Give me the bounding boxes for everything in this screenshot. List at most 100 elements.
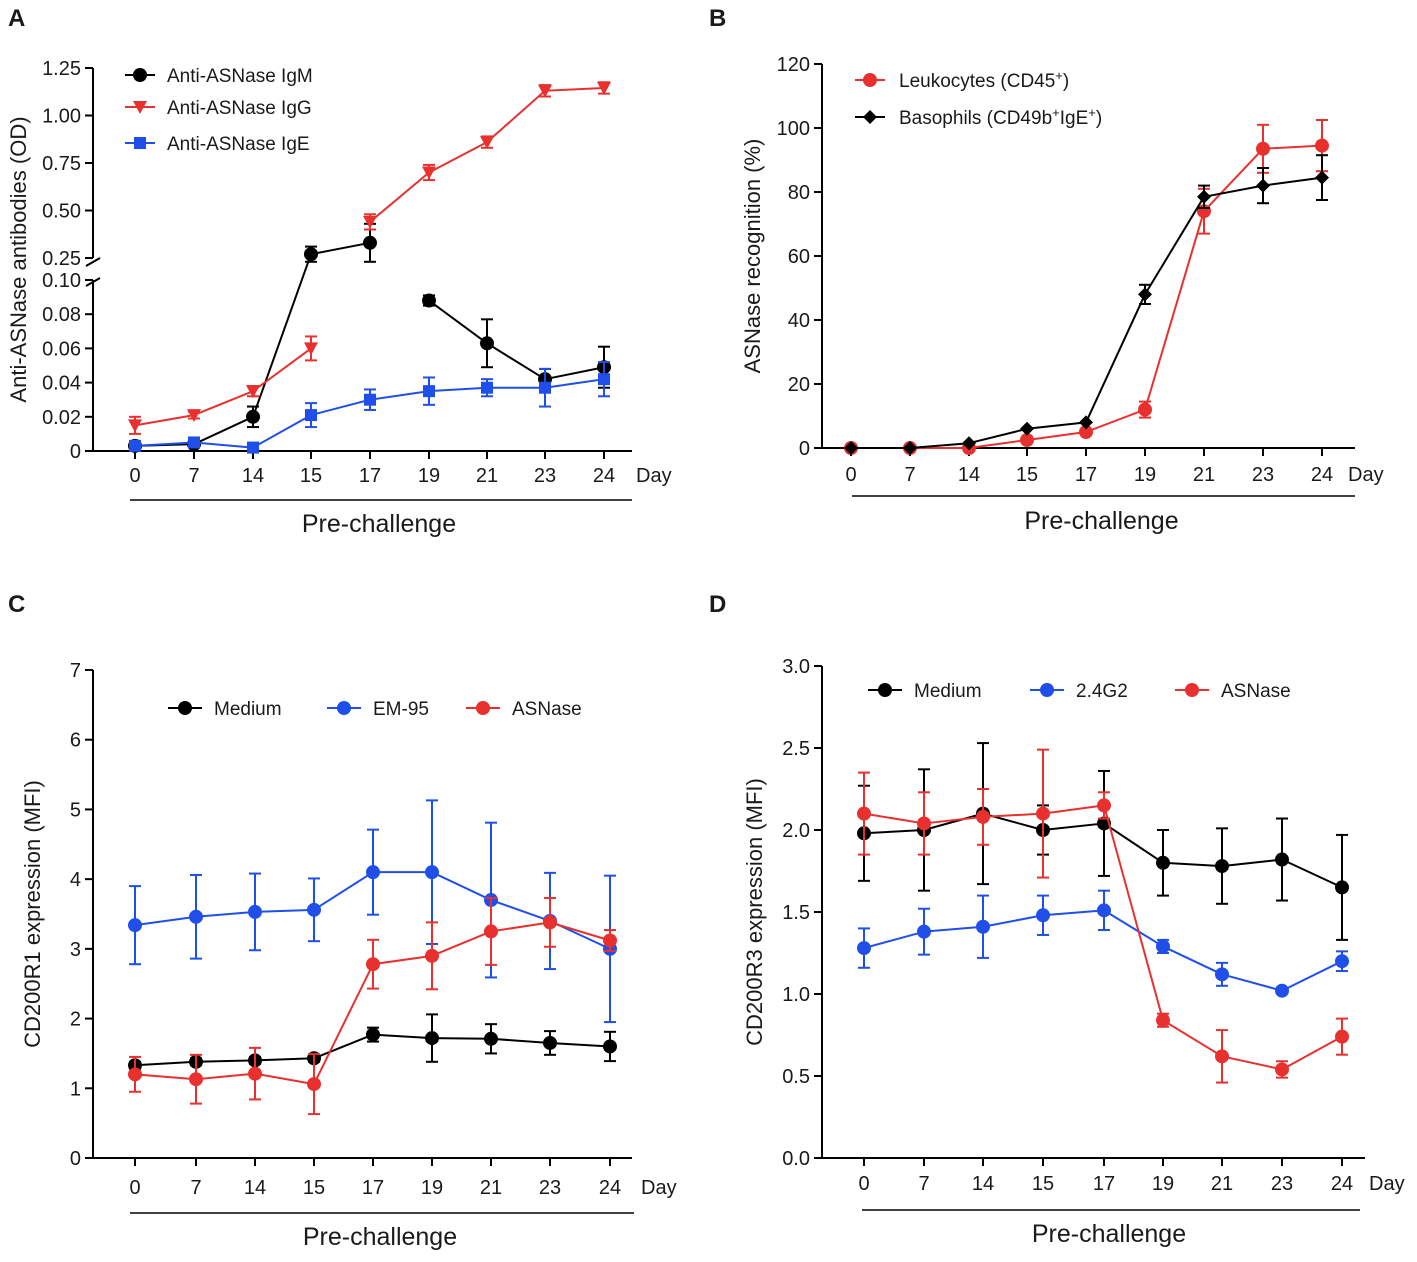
series-line <box>982 914 1044 928</box>
legend-marker <box>863 73 877 87</box>
series-line <box>134 1073 197 1081</box>
y-tick-label: 0.06 <box>42 338 81 360</box>
x-tick-label: 21 <box>480 1177 502 1199</box>
x-tick-label: 19 <box>421 1177 443 1199</box>
y-tick-label: 100 <box>777 118 810 140</box>
series-asnase <box>857 748 1349 1084</box>
series-line <box>254 908 315 913</box>
legend-marker <box>133 68 147 82</box>
chart-panel-d: D 0.0 0.5 1.0 1.5 2.0 2.5 3.0 0 7 14 15 17 19 21 23 24 Da… <box>709 591 1405 1248</box>
legend-item: Basophils (CD49b+IgE+) <box>855 105 1102 129</box>
y-tick-label: 40 <box>788 310 810 332</box>
data-point <box>364 393 376 406</box>
series-line <box>134 1060 197 1067</box>
series-line <box>1042 909 1105 917</box>
data-point <box>480 336 494 351</box>
series-2-4g2 <box>857 889 1349 998</box>
data-point <box>844 441 858 455</box>
series-line <box>923 925 984 933</box>
y-tick-label: 0.02 <box>42 407 81 429</box>
x-tick-label: 19 <box>418 465 440 487</box>
y-tick-label: 1 <box>70 1078 81 1100</box>
series-line <box>486 90 546 143</box>
x-tick-label: 0 <box>129 1177 140 1199</box>
series-line <box>252 347 312 392</box>
legend-text: ASNase <box>1221 681 1291 702</box>
series-line <box>193 390 254 417</box>
x-unit-label: Day <box>641 1177 677 1199</box>
series-line <box>310 241 371 256</box>
series-line <box>923 815 984 825</box>
data-point <box>1079 415 1093 430</box>
series-line <box>486 342 546 381</box>
legend-marker <box>1040 683 1054 697</box>
series-line <box>252 414 312 449</box>
series-line <box>1162 945 1223 976</box>
series-line <box>369 390 430 401</box>
y-axis-title: CD200R3 expression (MFI) <box>742 778 767 1046</box>
data-point <box>366 865 380 880</box>
series-line <box>1162 861 1223 868</box>
data-point <box>480 136 494 150</box>
data-point <box>917 924 931 939</box>
data-point <box>962 436 976 451</box>
data-point <box>1036 908 1050 923</box>
x-tick-label: 24 <box>599 1177 621 1199</box>
series-line <box>313 871 374 911</box>
legend-marker <box>133 101 147 114</box>
x-tick-label: 7 <box>918 1173 929 1195</box>
y-tick-label: 3.0 <box>782 656 810 678</box>
data-point <box>1315 170 1329 185</box>
series-anti-asnase-igg <box>128 81 611 435</box>
series-line <box>863 812 925 825</box>
series-line <box>1085 408 1146 433</box>
data-point <box>857 806 871 821</box>
legend-item: Anti-ASNase IgG <box>125 98 312 119</box>
series-line <box>968 439 1028 449</box>
data-point <box>305 409 317 422</box>
series-line <box>968 427 1028 445</box>
x-tick-label: 0 <box>845 464 856 486</box>
data-point <box>1036 806 1050 821</box>
legend-text: Medium <box>214 699 282 720</box>
series-line <box>310 398 371 417</box>
series-line <box>1262 176 1323 187</box>
data-point <box>543 915 557 930</box>
series-line <box>982 812 1044 818</box>
legend-label: Leukocytes (CD45+) <box>899 68 1069 93</box>
legend-item: Anti-ASNase IgE <box>125 134 310 155</box>
series-line <box>1144 196 1205 295</box>
legend-superscript: + <box>1055 68 1063 83</box>
series-line <box>372 1033 433 1040</box>
x-tick-label: 23 <box>1252 464 1274 486</box>
x-tick-label: 15 <box>1032 1173 1054 1195</box>
x-tick-label: 24 <box>593 465 615 487</box>
series-line <box>428 299 488 345</box>
data-point <box>1079 425 1093 439</box>
series-line <box>252 253 312 418</box>
panel-letter: B <box>709 5 726 32</box>
x-tick-label: 15 <box>303 1177 325 1199</box>
series-line <box>254 1072 315 1086</box>
panel-letter: D <box>709 591 726 618</box>
series-line <box>1162 1019 1223 1058</box>
data-point <box>246 409 260 424</box>
x-tick-label: 15 <box>1016 464 1038 486</box>
data-point <box>366 1027 380 1042</box>
legend-text: Anti-ASNase IgE <box>167 134 310 155</box>
data-point <box>1156 1013 1170 1028</box>
data-point <box>363 235 377 250</box>
data-point <box>129 439 141 452</box>
legend-text: 2.4G2 <box>1076 681 1128 702</box>
data-point <box>307 902 321 917</box>
y-axis-title: ASNase recognition (%) <box>740 139 765 374</box>
legend-item: 2.4G2 <box>1030 681 1128 702</box>
series-line <box>1042 804 1105 815</box>
legend-text: ) <box>1096 108 1102 129</box>
x-tick-label: 17 <box>1093 1173 1115 1195</box>
legend-text: ) <box>1063 71 1069 92</box>
x-unit-label: Day <box>636 465 672 487</box>
series-line <box>544 366 605 381</box>
data-point <box>1156 939 1170 954</box>
